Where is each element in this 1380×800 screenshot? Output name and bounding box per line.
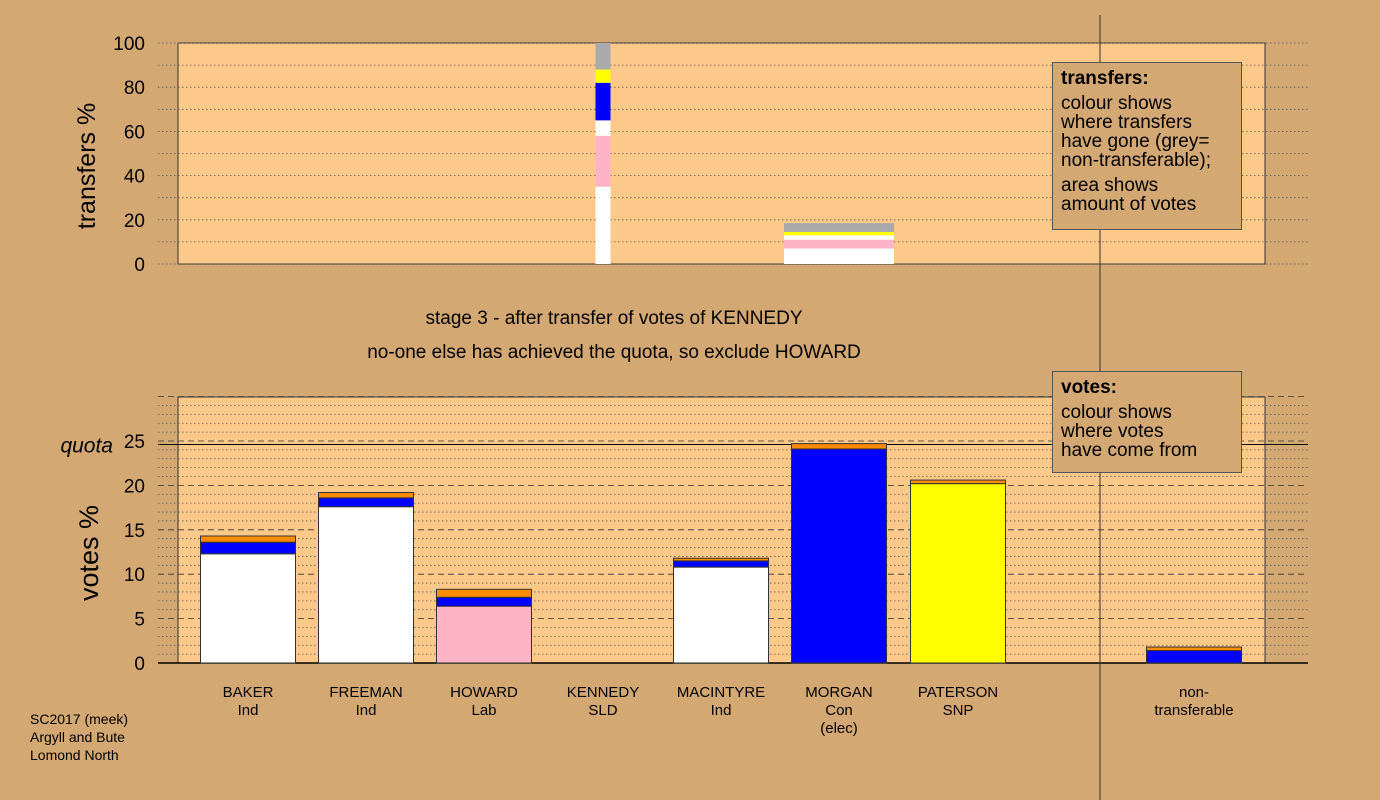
candidate-name-label: HOWARD	[450, 684, 518, 701]
y-tick-label: 100	[113, 34, 145, 55]
legend-line: amount of votes	[1061, 194, 1197, 215]
transfer-segment	[595, 43, 611, 70]
legend-line: colour shows	[1061, 402, 1172, 423]
nontransferable-segment	[1146, 650, 1242, 664]
legend-line: where transfers	[1061, 112, 1192, 133]
vote-segment	[318, 497, 414, 508]
candidate-name-label: MORGAN	[805, 684, 873, 701]
legend-line: colour shows	[1061, 93, 1172, 114]
stage-title: stage 3 - after transfer of votes of KEN…	[426, 308, 803, 329]
candidate-party-label: Lab	[471, 702, 496, 719]
transfer-segment	[784, 223, 894, 232]
vote-segment	[318, 506, 414, 664]
votes-legend-title: votes:	[1061, 377, 1117, 398]
transfers-legend: transfers: colour shows where transfers …	[1052, 62, 1242, 230]
nontransferable-segment	[1146, 646, 1242, 652]
transfer-segment	[595, 69, 611, 83]
transfers-legend-title: transfers:	[1061, 68, 1149, 89]
votes-legend: votes: colour shows where votes have com…	[1052, 371, 1242, 473]
y-tick-label: 20	[124, 211, 145, 232]
stage-subtitle: no-one else has achieved the quota, so e…	[367, 342, 861, 363]
candidate-party-label: Ind	[711, 702, 732, 719]
vote-segment	[791, 448, 887, 664]
y-tick-label: 80	[124, 78, 145, 99]
legend-line: have gone (grey=	[1061, 131, 1210, 152]
legend-line: non-transferable);	[1061, 150, 1211, 171]
vote-segment	[673, 566, 769, 664]
y-tick-label: 0	[134, 654, 145, 675]
nontransferable-label: transferable	[1154, 702, 1233, 719]
vote-segment	[200, 541, 296, 555]
vote-segment	[791, 443, 887, 450]
vote-segment	[200, 553, 296, 664]
legend-line: where votes	[1061, 421, 1164, 442]
footer-line: Argyll and Bute	[30, 729, 125, 745]
candidate-name-label: BAKER	[223, 684, 274, 701]
election-footer: SC2017 (meek) Argyll and Bute Lomond Nor…	[30, 710, 128, 764]
transfer-segment	[595, 135, 611, 187]
candidate-party-label: SNP	[943, 702, 974, 719]
y-tick-label: 25	[124, 432, 145, 453]
candidate-name-label: PATERSON	[918, 684, 998, 701]
candidate-party-label: Ind	[356, 702, 377, 719]
legend-line: have come from	[1061, 440, 1198, 461]
transfer-segment	[595, 82, 611, 121]
vote-segment	[673, 557, 769, 562]
transfers-y-axis-label: transfers %	[73, 103, 101, 229]
y-tick-label: 5	[134, 610, 145, 631]
vote-segment	[200, 535, 296, 543]
footer-line: SC2017 (meek)	[30, 711, 129, 727]
transfers-legend-colour-text: colour shows where transfers have gone (…	[1061, 94, 1233, 170]
candidate-name-label: KENNEDY	[567, 684, 640, 701]
transfer-segment	[784, 239, 894, 249]
votes-y-axis-label: votes %	[74, 505, 104, 601]
transfer-segment	[784, 248, 894, 264]
candidate-party-label: Con	[825, 702, 853, 719]
transfer-segment	[595, 186, 611, 264]
transfer-segment	[784, 235, 894, 240]
candidate-party-label: Ind	[238, 702, 259, 719]
quota-label: quota	[60, 435, 113, 458]
transfer-segment	[595, 120, 611, 136]
vote-segment	[436, 588, 532, 598]
y-tick-label: 10	[124, 565, 145, 586]
vote-segment	[436, 596, 532, 607]
transfers-legend-area-text: area shows amount of votes	[1061, 176, 1233, 214]
y-tick-label: 20	[124, 476, 145, 497]
candidate-name-label: MACINTYRE	[677, 684, 765, 701]
vote-segment	[673, 560, 769, 568]
y-tick-label: 15	[124, 521, 145, 542]
y-tick-label: 60	[124, 122, 145, 143]
vote-segment	[318, 492, 414, 499]
candidate-elected-label: (elec)	[820, 720, 858, 737]
y-tick-label: 0	[134, 255, 145, 276]
vote-segment	[436, 605, 532, 664]
y-tick-label: 40	[124, 167, 145, 188]
vote-segment	[910, 479, 1006, 485]
nontransferable-label: non-	[1179, 684, 1209, 701]
footer-line: Lomond North	[30, 747, 119, 763]
transfer-segment	[784, 231, 894, 236]
votes-legend-text: colour shows where votes have come from	[1061, 403, 1233, 460]
candidate-name-label: FREEMAN	[329, 684, 402, 701]
candidate-party-label: SLD	[588, 702, 617, 719]
legend-line: area shows	[1061, 175, 1159, 196]
vote-segment	[910, 483, 1006, 664]
